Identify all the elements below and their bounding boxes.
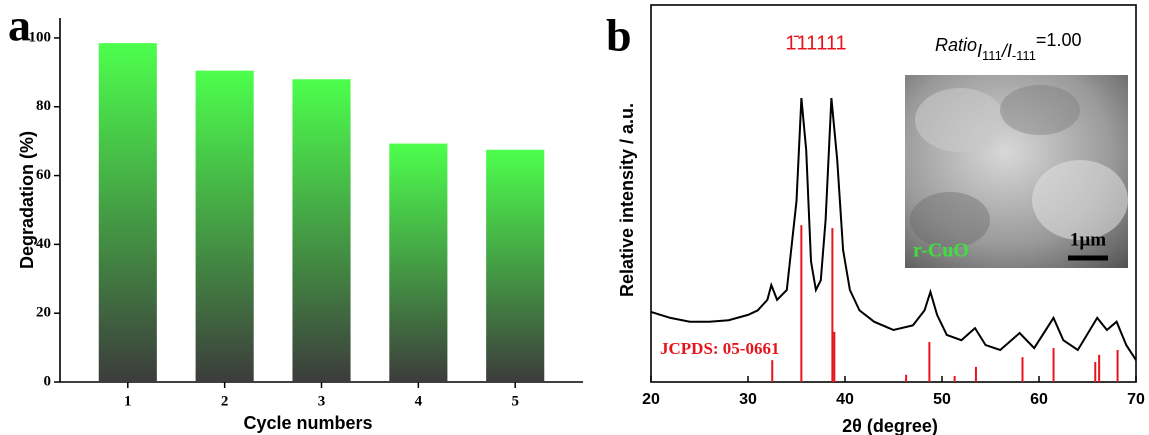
y-tick-label: 100 <box>29 29 52 45</box>
x-tick-label: 4 <box>415 393 423 409</box>
bar <box>486 149 545 382</box>
ratio-text: I <box>977 41 982 61</box>
x-tick-label: 40 <box>836 391 854 408</box>
panel-label: b <box>606 10 632 61</box>
panel-label: a <box>8 0 31 51</box>
y-axis-label: Relative intensity / a.u. <box>617 103 637 297</box>
x-tick-label: 50 <box>933 391 951 408</box>
y-axis-label: Degradation (%) <box>17 131 37 269</box>
ratio-text: =1.00 <box>1036 30 1082 50</box>
peak-label: 111 <box>816 32 846 54</box>
ratio-text: /I <box>1000 41 1012 61</box>
sem-texture <box>915 88 1005 152</box>
x-axis-label: Cycle numbers <box>243 413 372 433</box>
y-tick-label: 80 <box>36 98 51 114</box>
bar <box>195 70 254 382</box>
bar <box>98 43 157 383</box>
y-tick-label: 40 <box>36 236 51 252</box>
y-tick-label: 20 <box>36 305 51 321</box>
bar <box>292 79 351 382</box>
scale-label: 1µm <box>1070 229 1106 250</box>
y-tick-label: 0 <box>44 373 52 389</box>
sem-texture <box>1032 160 1128 240</box>
x-tick-label: 30 <box>739 391 757 408</box>
y-tick-label: 60 <box>36 167 51 183</box>
ratio-text: -111 <box>1012 48 1036 63</box>
ratio-text: 111 <box>982 48 1002 63</box>
inset-label: r-CuO <box>913 240 969 262</box>
x-tick-label: 20 <box>642 391 660 408</box>
peak-label: 1̄11 <box>785 32 817 54</box>
sem-texture <box>910 192 990 248</box>
axis-frame <box>650 4 1137 383</box>
reference-label: JCPDS: 05-0661 <box>660 339 779 358</box>
ratio-text: Ratio <box>935 35 977 55</box>
x-axis-label: 2θ (degree) <box>842 416 938 435</box>
x-tick-label: 60 <box>1030 391 1048 408</box>
x-tick-label: 1 <box>124 393 132 409</box>
x-tick-label: 5 <box>511 393 519 409</box>
x-tick-label: 70 <box>1127 391 1145 408</box>
xrd-line <box>650 98 1137 361</box>
bar <box>389 143 448 382</box>
sem-inset: r-CuO 1µm <box>905 75 1128 268</box>
ratio-annotation: RatioI111/I-111=1.00 <box>935 30 1081 64</box>
x-tick-label: 2 <box>221 393 229 409</box>
sem-texture <box>1000 85 1080 135</box>
x-tick-label: 3 <box>318 393 326 409</box>
